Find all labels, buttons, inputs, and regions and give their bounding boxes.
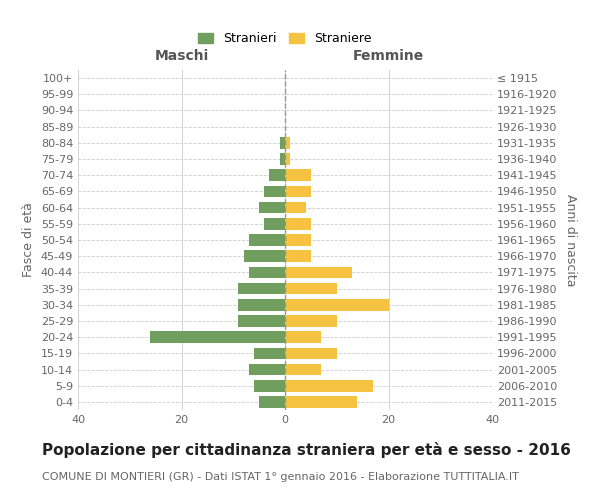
Bar [249,364,285,376]
Bar [285,315,337,327]
Bar [285,348,337,359]
Bar [285,153,290,165]
Bar [265,218,285,230]
Bar [238,282,285,294]
Bar [269,170,285,181]
Bar [285,266,352,278]
Bar [285,202,306,213]
Bar [254,380,285,392]
Bar [285,282,337,294]
Bar [285,396,358,407]
Text: Maschi: Maschi [154,49,209,63]
Text: COMUNE DI MONTIERI (GR) - Dati ISTAT 1° gennaio 2016 - Elaborazione TUTTITALIA.I: COMUNE DI MONTIERI (GR) - Dati ISTAT 1° … [42,472,519,482]
Bar [265,186,285,198]
Bar [249,234,285,246]
Bar [254,348,285,359]
Text: Popolazione per cittadinanza straniera per età e sesso - 2016: Popolazione per cittadinanza straniera p… [42,442,571,458]
Bar [259,202,285,213]
Bar [151,332,285,343]
Bar [238,299,285,310]
Bar [285,332,321,343]
Y-axis label: Anni di nascita: Anni di nascita [564,194,577,286]
Bar [249,266,285,278]
Legend: Stranieri, Straniere: Stranieri, Straniere [194,28,376,49]
Bar [280,153,285,165]
Text: Femmine: Femmine [353,49,424,63]
Bar [280,137,285,148]
Bar [285,170,311,181]
Y-axis label: Fasce di età: Fasce di età [22,202,35,278]
Bar [285,380,373,392]
Bar [238,315,285,327]
Bar [285,234,311,246]
Bar [285,250,311,262]
Bar [244,250,285,262]
Bar [285,137,290,148]
Bar [285,299,389,310]
Bar [285,218,311,230]
Bar [285,364,321,376]
Bar [285,186,311,198]
Bar [259,396,285,407]
